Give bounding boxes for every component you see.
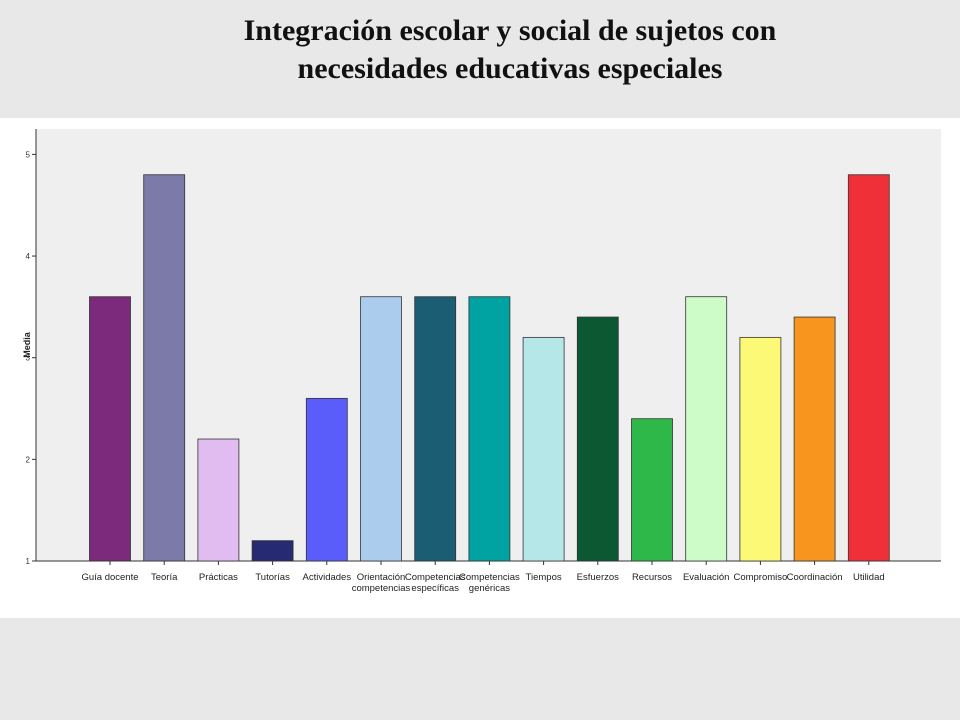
- bar: [685, 296, 728, 562]
- bar: [143, 174, 186, 562]
- x-tick-label: Prácticas: [199, 572, 238, 583]
- chart-frame: Media 1 2 3 4 5 Guía docente Teoría Prácticas T…: [0, 118, 960, 618]
- x-tick-label: Competencias específicas: [405, 572, 466, 594]
- x-tick-label: Orientación competencias: [352, 572, 411, 594]
- slide-title: Integración escolar y social de sujetos …: [0, 12, 960, 88]
- x-tick-label: Esfuerzos: [577, 572, 619, 583]
- x-tick-label: Evaluación: [683, 572, 729, 583]
- bar: [468, 296, 511, 562]
- bar: [305, 397, 348, 562]
- y-tick-label: 3: [26, 354, 31, 363]
- y-tick-label: 1: [26, 557, 31, 566]
- slide-title-line-1: Integración escolar y social de sujetos …: [243, 14, 777, 47]
- bars: [89, 174, 890, 562]
- x-tick-label: Recursos: [632, 572, 672, 583]
- bar: [414, 296, 457, 562]
- y-ticks: 1 2 3 4 5: [26, 150, 36, 566]
- x-tick-label: Competencias genéricas: [459, 572, 520, 594]
- bar: [576, 316, 619, 562]
- x-tick-label: Compromiso: [733, 572, 787, 583]
- bar-chart: Media 1 2 3 4 5 Guía docente Teoría Prácticas T…: [22, 129, 941, 594]
- bar: [847, 174, 890, 562]
- bar: [522, 336, 565, 562]
- bar: [739, 336, 782, 562]
- y-tick-label: 4: [26, 252, 31, 261]
- x-tick-labels: Guía docente Teoría Prácticas Tutorías Activ…: [81, 561, 885, 594]
- x-tick-label: Actividades: [303, 572, 352, 583]
- x-tick-label: Teoría: [151, 572, 178, 583]
- slide-title-line-2: necesidades educativas especiales: [297, 52, 723, 85]
- y-tick-label: 5: [26, 150, 31, 159]
- bar: [197, 438, 240, 562]
- bar: [89, 296, 131, 562]
- x-tick-label: Guía docente: [81, 572, 138, 583]
- bar: [631, 418, 673, 562]
- bar: [793, 316, 836, 562]
- y-tick-label: 2: [26, 455, 31, 464]
- x-tick-label: Utilidad: [853, 572, 885, 583]
- x-tick-label: Tutorías: [255, 572, 290, 583]
- bar: [360, 296, 402, 562]
- y-axis-label: Media: [22, 331, 32, 358]
- bar: [251, 540, 294, 562]
- x-tick-label: Coordinación: [787, 572, 843, 583]
- x-tick-label: Tiempos: [526, 572, 562, 583]
